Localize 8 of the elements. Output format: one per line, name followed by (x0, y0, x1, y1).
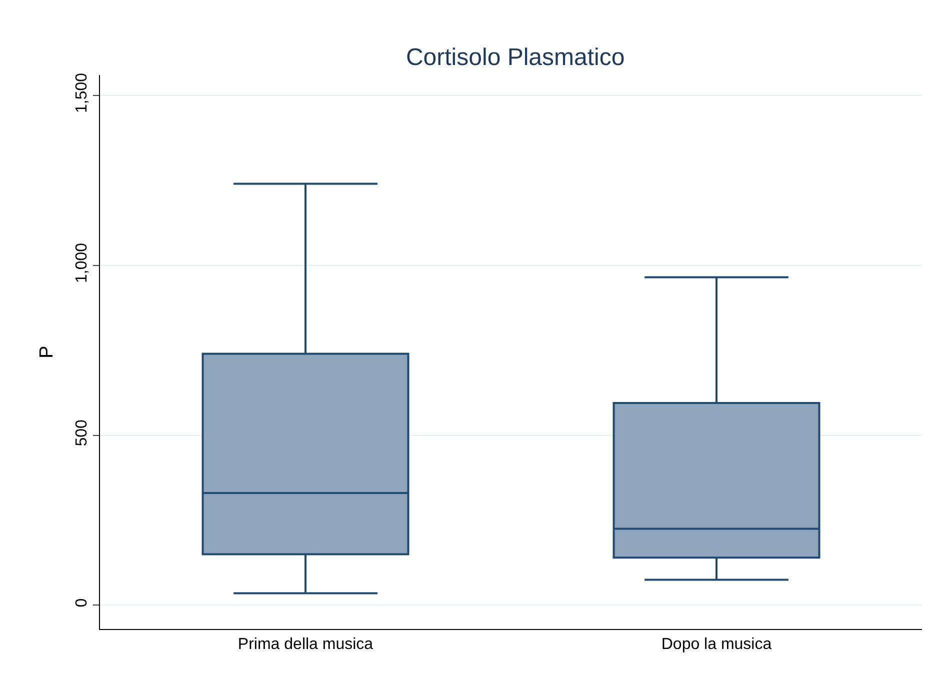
y-axis-title: P (36, 346, 58, 358)
y-tick-label: 0 (74, 598, 91, 608)
y-tick-label: 1,000 (74, 242, 91, 283)
y-tick-label: 1,500 (74, 72, 91, 114)
chart-title: Cortisolo Plasmatico (406, 44, 625, 72)
y-tick-label: 500 (74, 419, 91, 446)
x-tick-label: Prima della musica (238, 636, 374, 654)
x-tick-label: Dopo la musica (661, 636, 772, 654)
